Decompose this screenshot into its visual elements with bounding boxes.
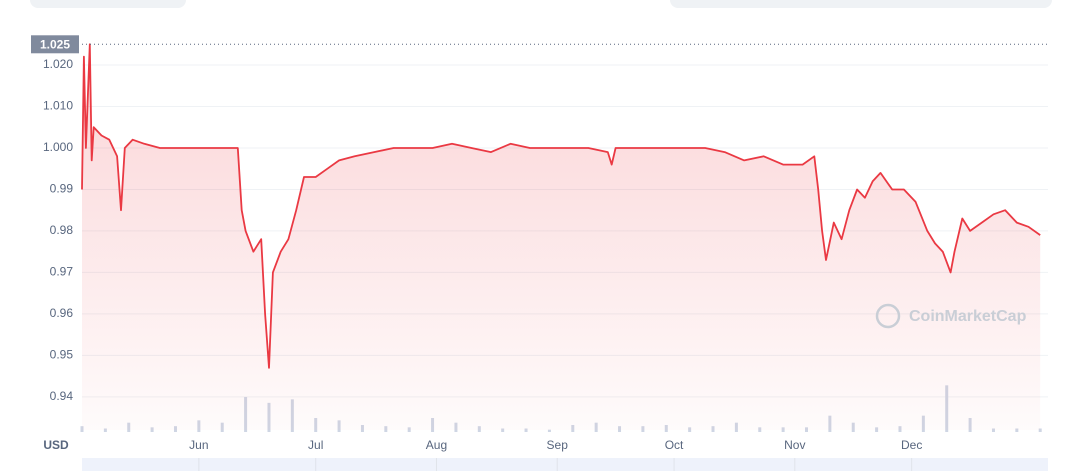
y-tick-label: 1.010 xyxy=(43,99,73,113)
current-price-label: 1.025 xyxy=(40,37,70,51)
volume-bar xyxy=(103,428,107,432)
y-tick-label: 0.96 xyxy=(50,306,74,320)
y-tick-label: 1.000 xyxy=(43,140,73,154)
toolbar-tab[interactable] xyxy=(30,0,186,8)
watermark: CoinMarketCap xyxy=(875,303,1027,329)
watermark-text: CoinMarketCap xyxy=(909,308,1027,325)
y-tick-label: 1.020 xyxy=(43,57,73,71)
x-tick-label: Aug xyxy=(426,438,447,452)
y-tick-label: 0.97 xyxy=(50,265,74,279)
volume-bar xyxy=(991,428,995,432)
volume-bar xyxy=(1015,428,1019,432)
x-tick-label: Jul xyxy=(308,438,323,452)
watermark-logo xyxy=(875,303,901,329)
current-price-tag xyxy=(31,35,79,54)
volume-bar xyxy=(547,429,551,432)
x-tick-label: Oct xyxy=(665,438,684,452)
x-tick-label: Sep xyxy=(547,438,569,452)
y-tick-label: 0.94 xyxy=(50,389,74,403)
y-tick-label: 0.98 xyxy=(50,223,74,237)
toolbar-tab[interactable] xyxy=(670,0,1052,8)
volume-bar xyxy=(501,428,505,432)
price-line xyxy=(81,43,1041,369)
price-area xyxy=(82,44,1041,431)
x-tick-label: Nov xyxy=(784,438,805,452)
volume-bar xyxy=(524,428,528,432)
range-selector[interactable] xyxy=(82,458,1048,471)
y-tick-label: 0.99 xyxy=(50,182,74,196)
x-tick-label: Jun xyxy=(189,438,208,452)
currency-label: USD xyxy=(43,438,69,452)
x-tick-label: Dec xyxy=(901,438,922,452)
volume-bar xyxy=(1038,428,1042,432)
y-tick-label: 0.95 xyxy=(50,348,74,362)
